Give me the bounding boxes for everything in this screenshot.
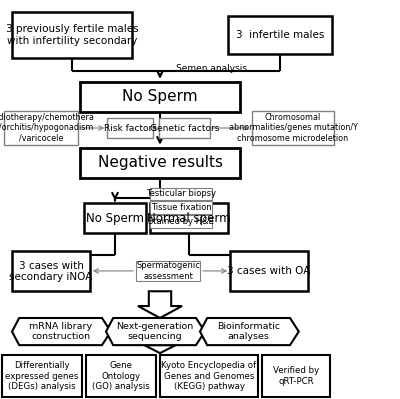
Text: Tissue fixation: Tissue fixation bbox=[151, 203, 211, 212]
FancyBboxPatch shape bbox=[150, 188, 212, 200]
FancyBboxPatch shape bbox=[80, 82, 240, 112]
Text: Gene
Ontology
(GO) analysis: Gene Ontology (GO) analysis bbox=[92, 361, 150, 391]
Text: 3  infertile males: 3 infertile males bbox=[236, 30, 324, 40]
Text: Kyoto Encyclopedia of
Genes and Genomes
(KEGG) pathway: Kyoto Encyclopedia of Genes and Genomes … bbox=[162, 361, 256, 391]
Text: Semen analysis: Semen analysis bbox=[176, 64, 248, 73]
Polygon shape bbox=[138, 342, 182, 353]
Polygon shape bbox=[12, 318, 111, 345]
Text: Negative results: Negative results bbox=[98, 155, 222, 170]
Polygon shape bbox=[138, 291, 182, 318]
Text: Chromosomal
abnormalities/genes mutation/Y
chromosome microdeletion: Chromosomal abnormalities/genes mutation… bbox=[228, 113, 358, 143]
Text: Radiotherapy/chemothera
py/orchitis/hypogonadism
/varicocele: Radiotherapy/chemothera py/orchitis/hypo… bbox=[0, 113, 94, 143]
FancyBboxPatch shape bbox=[262, 355, 330, 397]
Text: 3 cases with
secondary iNOA: 3 cases with secondary iNOA bbox=[9, 261, 93, 282]
FancyBboxPatch shape bbox=[228, 16, 332, 54]
FancyBboxPatch shape bbox=[159, 118, 210, 138]
FancyBboxPatch shape bbox=[252, 111, 334, 145]
FancyBboxPatch shape bbox=[4, 111, 78, 145]
FancyBboxPatch shape bbox=[107, 118, 153, 138]
Polygon shape bbox=[106, 318, 205, 345]
FancyBboxPatch shape bbox=[160, 355, 258, 397]
Text: 3 previously fertile males
with infertility secondary: 3 previously fertile males with infertil… bbox=[6, 24, 138, 46]
FancyBboxPatch shape bbox=[150, 201, 212, 214]
Text: Normal sperm: Normal sperm bbox=[147, 212, 231, 225]
Text: 3 cases with OA: 3 cases with OA bbox=[227, 266, 311, 277]
Text: Testicular biopsy: Testicular biopsy bbox=[146, 190, 216, 198]
Text: Bioinformatic
analyses: Bioinformatic analyses bbox=[217, 322, 280, 341]
Text: mRNA library
construction: mRNA library construction bbox=[29, 322, 92, 341]
FancyBboxPatch shape bbox=[12, 251, 90, 291]
FancyBboxPatch shape bbox=[150, 203, 228, 233]
Text: Next-generation
sequencing: Next-generation sequencing bbox=[116, 322, 193, 341]
Polygon shape bbox=[200, 318, 299, 345]
FancyBboxPatch shape bbox=[84, 203, 146, 233]
Text: No Sperm: No Sperm bbox=[122, 89, 198, 104]
FancyBboxPatch shape bbox=[150, 215, 212, 228]
FancyBboxPatch shape bbox=[136, 261, 200, 281]
Text: Spermatogenic
assessment: Spermatogenic assessment bbox=[136, 261, 200, 280]
FancyBboxPatch shape bbox=[230, 251, 308, 291]
Text: No Sperm: No Sperm bbox=[86, 212, 144, 225]
Text: Risk factors: Risk factors bbox=[104, 124, 157, 132]
FancyBboxPatch shape bbox=[12, 12, 132, 58]
Text: Genetic factors: Genetic factors bbox=[150, 124, 220, 132]
Text: Differentially
expressed genes
(DEGs) analysis: Differentially expressed genes (DEGs) an… bbox=[5, 361, 79, 391]
Text: Verified by
qRT-PCR: Verified by qRT-PCR bbox=[273, 366, 319, 386]
Text: Stained by H&E: Stained by H&E bbox=[148, 217, 214, 226]
FancyBboxPatch shape bbox=[80, 148, 240, 178]
FancyBboxPatch shape bbox=[86, 355, 156, 397]
FancyBboxPatch shape bbox=[2, 355, 82, 397]
